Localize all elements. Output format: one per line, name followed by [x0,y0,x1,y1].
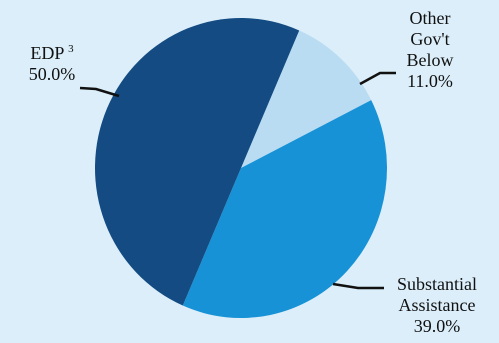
slice-label-substantial-assistance: Substantial Assistance 39.0% [380,274,494,337]
pie-slice-substantial [182,100,388,319]
slice-label-subst-line-2: Assistance [398,295,476,315]
slice-label-edp: EDP 3 50.0% [12,43,92,85]
slice-value-other: 11.0% [407,71,453,91]
slice-value-subst: 39.0% [413,316,461,336]
slice-label-other-line-2: Gov't [410,29,450,49]
slice-value-edp: 50.0% [28,64,76,84]
slice-label-other-line-1: Other [409,8,451,28]
leader-lines [79,71,396,290]
slice-label-subst-line-1: Substantial [397,274,477,294]
leader-line-edp [79,86,120,98]
slice-label-other-govt-below: Other Gov't Below 11.0% [393,8,467,92]
footnote-marker: 3 [68,43,74,55]
slice-label-other-line-3: Below [406,50,454,70]
pie-slices [94,17,388,319]
leader-line-substantial [332,282,384,290]
leader-line-other [359,71,396,86]
pie-slice-other [241,30,372,168]
slice-label-edp-name: EDP 3 [30,43,74,63]
pie-slice-edp [94,17,300,306]
